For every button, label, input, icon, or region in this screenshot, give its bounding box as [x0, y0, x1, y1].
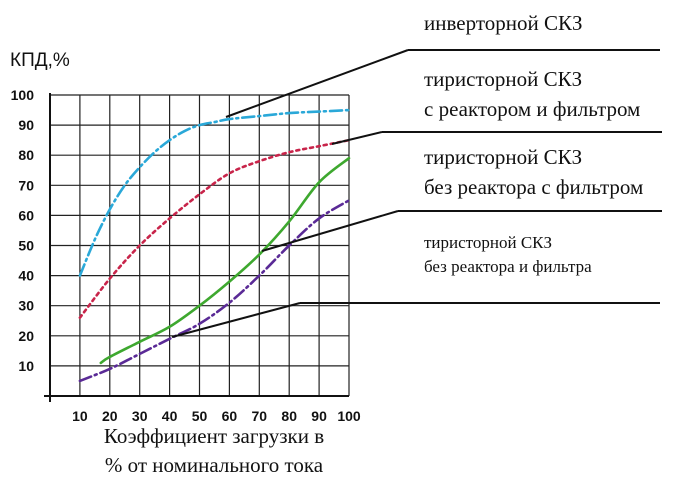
x-tick-label-40: 40	[162, 408, 178, 424]
series-group	[78, 108, 351, 383]
series-line-thyristor-no-reactor-no-filter	[78, 199, 351, 383]
grid	[50, 94, 350, 396]
y-tick-label-50: 50	[18, 238, 34, 254]
x-tick-label-20: 20	[102, 408, 118, 424]
series-line-thyristor-reactor-filter	[78, 138, 351, 319]
annotation-label-thyristor-reactor-filter-line2: с реактором и фильтром	[424, 97, 640, 121]
annotation-label-thyristor-filter-only-line1: тиристорной СКЗ	[424, 145, 582, 169]
series-line-inverter	[78, 108, 351, 277]
x-tick-label-50: 50	[192, 408, 208, 424]
series-line-thyristor-filter-only	[99, 156, 351, 365]
annotation-label-thyristor-reactor-filter-line1: тиристорной СКЗ	[424, 67, 582, 91]
y-tick-label-100: 100	[11, 87, 35, 103]
x-tick-label-60: 60	[222, 408, 238, 424]
annotation-leader-thyristor-filter-only	[261, 210, 399, 252]
x-tick-label-10: 10	[72, 408, 88, 424]
x-axis-label-line2: % от номинального тока	[105, 453, 324, 477]
y-axis-label: КПД,%	[10, 50, 70, 71]
annotation-label-thyristor-no-reactor-no-filter-line2: без реактора и фильтра	[424, 257, 592, 276]
annotation-leader-thyristor-no-reactor-no-filter	[171, 302, 301, 338]
annotations: инверторной СКЗ тиристорной СКЗ с реакторо…	[424, 11, 643, 276]
annotation-leaders	[171, 49, 662, 338]
tick-labels: 10 20 30 40 50 60 70 80 90 100 10 20 30 40 50 60 70 80 90 1…	[11, 87, 361, 424]
y-tick-label-40: 40	[18, 268, 34, 284]
x-tick-label-30: 30	[132, 408, 148, 424]
annotation-label-inverter-line1: инверторной СКЗ	[424, 11, 582, 35]
x-tick-label-70: 70	[252, 408, 268, 424]
y-tick-label-10: 10	[18, 358, 34, 374]
y-tick-label-20: 20	[18, 328, 34, 344]
y-tick-label-70: 70	[18, 177, 34, 193]
x-tick-label-80: 80	[281, 408, 297, 424]
y-tick-label-90: 90	[18, 117, 34, 133]
annotation-label-thyristor-filter-only-line2: без реактора с фильтром	[424, 175, 643, 199]
x-tick-label-90: 90	[311, 408, 327, 424]
annotation-label-thyristor-no-reactor-no-filter-line1: тиристорной СКЗ	[424, 233, 552, 252]
y-tick-label-30: 30	[18, 298, 34, 314]
annotation-leader-thyristor-reactor-filter	[331, 131, 383, 145]
y-tick-label-60: 60	[18, 207, 34, 223]
annotation-leader-inverter	[225, 49, 409, 118]
y-tick-label-80: 80	[18, 147, 34, 163]
x-axis-label-line1: Коэффициент загрузки в	[104, 424, 324, 448]
x-tick-label-100: 100	[337, 408, 361, 424]
axes	[44, 93, 349, 402]
